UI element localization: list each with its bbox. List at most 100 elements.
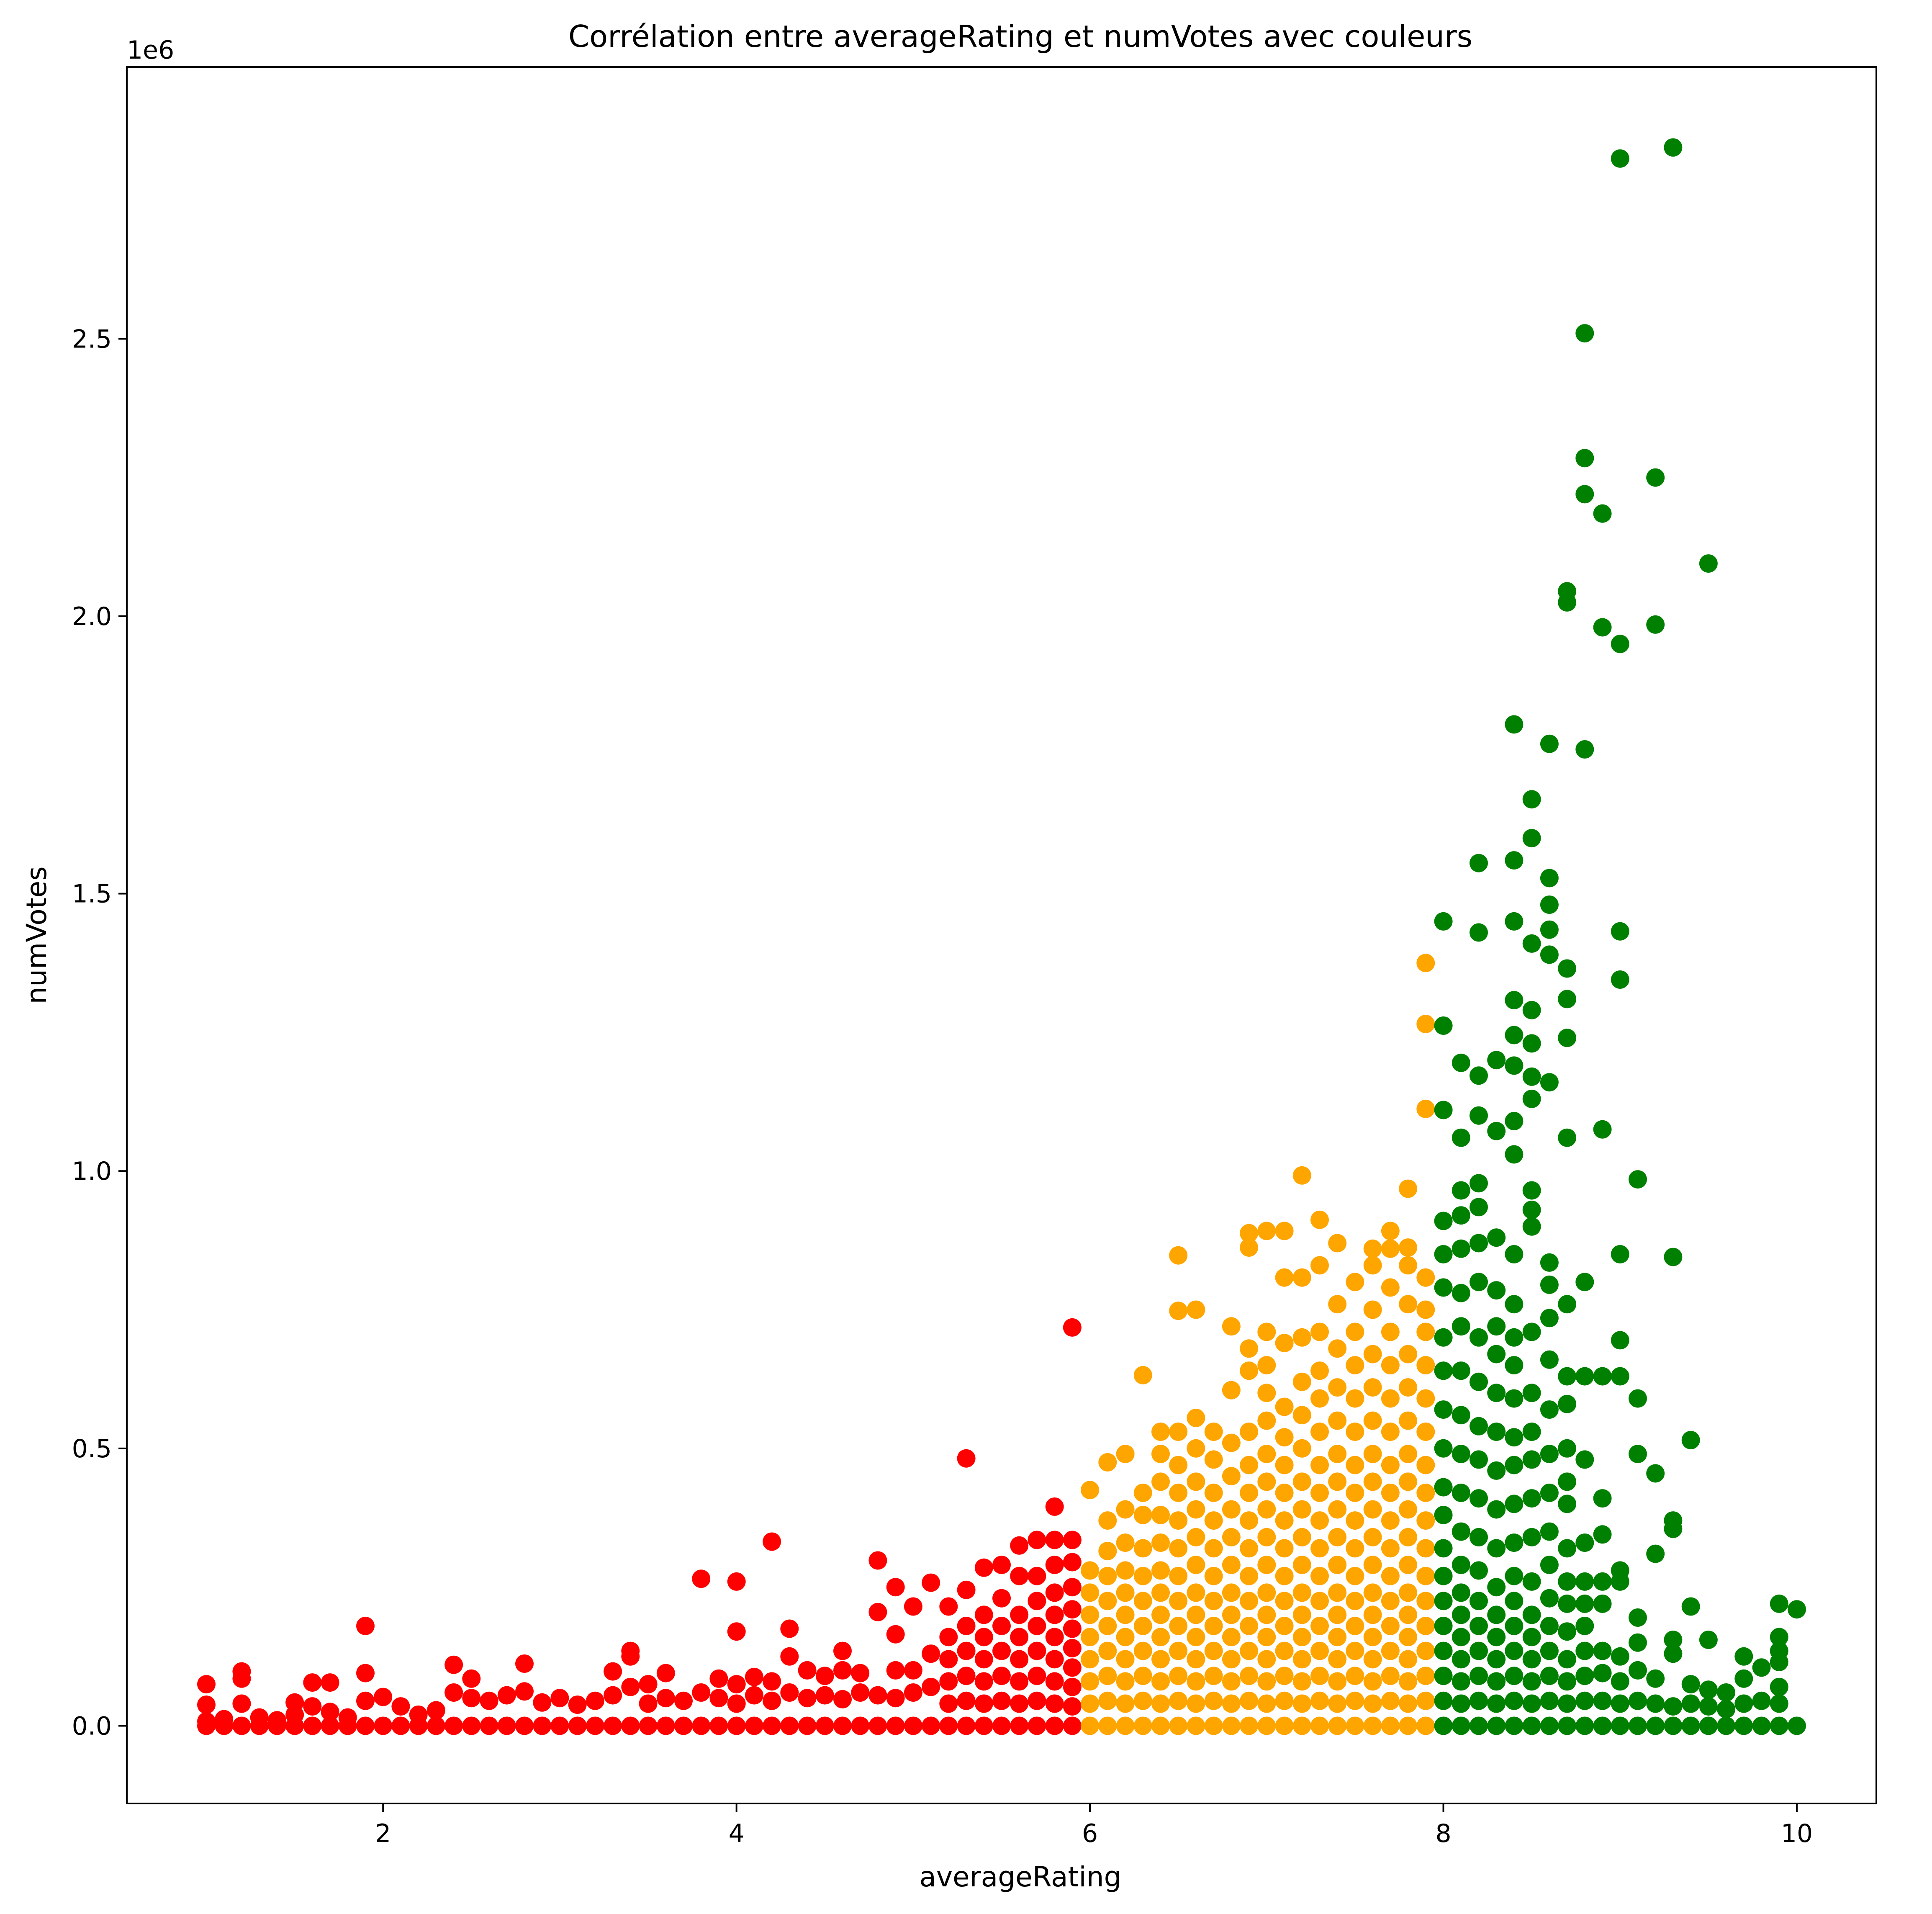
- data-point: [1292, 1472, 1311, 1491]
- data-point: [1151, 1672, 1170, 1691]
- data-point: [1028, 1592, 1046, 1610]
- data-point: [1522, 1450, 1541, 1469]
- data-point: [1681, 1694, 1700, 1713]
- data-point: [1240, 1616, 1259, 1635]
- data-point: [1310, 1691, 1329, 1710]
- data-point: [1452, 1445, 1470, 1464]
- data-point: [1593, 1120, 1612, 1139]
- data-point: [1505, 1245, 1524, 1263]
- data-point: [1470, 1489, 1488, 1508]
- data-point: [1629, 1170, 1647, 1189]
- data-point: [1204, 1716, 1223, 1735]
- data-point: [1487, 1628, 1506, 1646]
- data-point: [992, 1616, 1011, 1635]
- data-point: [1010, 1716, 1029, 1735]
- chart-title: Corrélation entre averageRating et numVo…: [568, 19, 1472, 54]
- data-point: [1204, 1691, 1223, 1710]
- data-point: [939, 1597, 958, 1616]
- data-point: [1222, 1716, 1241, 1735]
- y-tick-label: 0.5: [72, 1434, 112, 1464]
- data-point: [1416, 1389, 1435, 1408]
- data-point: [1222, 1500, 1241, 1519]
- data-point: [1611, 1647, 1629, 1666]
- data-point: [1028, 1691, 1046, 1710]
- data-point: [1222, 1433, 1241, 1452]
- data-point: [1310, 1361, 1329, 1380]
- data-point: [1770, 1694, 1788, 1713]
- data-point: [1381, 1389, 1400, 1408]
- data-point: [1752, 1716, 1771, 1735]
- data-point: [1770, 1628, 1788, 1646]
- data-point: [1646, 1694, 1665, 1713]
- data-point: [798, 1661, 817, 1680]
- data-point: [1434, 1478, 1453, 1497]
- data-point: [1629, 1633, 1647, 1652]
- data-point: [1540, 1556, 1559, 1574]
- data-point: [1487, 1281, 1506, 1300]
- data-point: [1328, 1556, 1347, 1574]
- data-point: [1522, 1034, 1541, 1053]
- data-point: [922, 1644, 940, 1663]
- data-point: [1257, 1472, 1276, 1491]
- data-point: [1292, 1328, 1311, 1347]
- data-point: [1204, 1567, 1223, 1585]
- data-point: [1045, 1497, 1064, 1516]
- data-point: [1363, 1256, 1382, 1275]
- data-point: [886, 1625, 905, 1644]
- data-point: [1010, 1672, 1029, 1691]
- data-point: [1558, 1650, 1577, 1669]
- data-point: [1028, 1531, 1046, 1549]
- data-point: [1575, 449, 1594, 468]
- data-point: [1028, 1567, 1046, 1585]
- data-point: [1434, 1016, 1453, 1035]
- data-point: [1204, 1511, 1223, 1530]
- data-point: [992, 1556, 1011, 1574]
- data-point: [604, 1662, 622, 1681]
- data-point: [1452, 1650, 1470, 1669]
- data-point: [1240, 1456, 1259, 1474]
- data-point: [1187, 1672, 1205, 1691]
- data-point: [1575, 1273, 1594, 1291]
- data-point: [1081, 1716, 1100, 1735]
- data-point: [1452, 1361, 1470, 1380]
- data-point: [780, 1619, 799, 1638]
- data-point: [763, 1532, 781, 1551]
- data-point: [886, 1578, 905, 1597]
- data-point: [763, 1691, 781, 1710]
- data-point: [1399, 1672, 1418, 1691]
- data-point: [1187, 1650, 1205, 1669]
- data-point: [1381, 1691, 1400, 1710]
- data-point: [639, 1716, 658, 1735]
- data-point: [1292, 1628, 1311, 1646]
- data-point: [1204, 1450, 1223, 1469]
- data-point: [1540, 1350, 1559, 1369]
- data-point: [1098, 1592, 1117, 1610]
- data-point: [1434, 912, 1453, 931]
- data-point: [851, 1716, 870, 1735]
- data-point: [1470, 1106, 1488, 1125]
- data-point: [1416, 1667, 1435, 1685]
- data-point: [604, 1716, 622, 1735]
- data-point: [833, 1690, 852, 1708]
- data-point: [745, 1667, 763, 1686]
- data-point: [1222, 1556, 1241, 1574]
- data-point: [356, 1616, 375, 1635]
- data-point: [1328, 1234, 1347, 1253]
- data-point: [1363, 1500, 1382, 1519]
- data-point: [656, 1689, 675, 1708]
- data-point: [1770, 1594, 1788, 1613]
- data-point: [1187, 1583, 1205, 1602]
- data-point: [1169, 1456, 1188, 1474]
- data-point: [1098, 1567, 1117, 1585]
- data-point: [1116, 1628, 1135, 1646]
- data-point: [1416, 1015, 1435, 1033]
- data-point: [444, 1655, 463, 1674]
- y-axis-ticks: 0.0 0.5 1.0 1.5 2.0 2.5: [72, 324, 127, 1741]
- data-point: [1081, 1481, 1100, 1500]
- data-point: [1399, 1179, 1418, 1198]
- data-point: [1611, 1367, 1629, 1386]
- data-point: [974, 1605, 993, 1624]
- data-point: [1346, 1716, 1364, 1735]
- data-point: [1434, 1641, 1453, 1660]
- data-point: [1611, 149, 1629, 168]
